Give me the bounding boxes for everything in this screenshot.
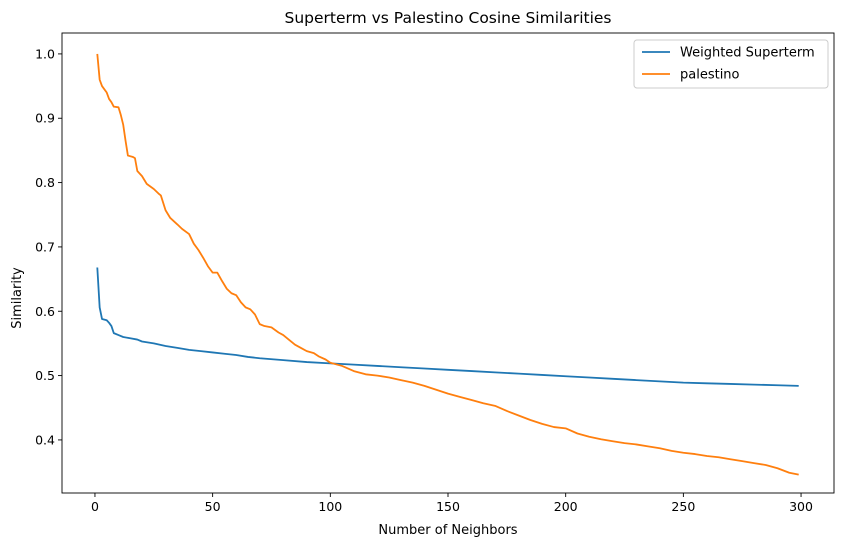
y-tick-label: 1.0 [35, 46, 55, 61]
legend-box [633, 39, 829, 89]
x-tick-label: 50 [205, 499, 221, 514]
plot-frame [61, 32, 835, 494]
y-tick-label: 0.5 [35, 368, 55, 383]
y-tick-label: 0.6 [35, 304, 55, 319]
y-tick-label: 0.9 [35, 111, 55, 126]
x-tick-label: 100 [318, 499, 342, 514]
x-axis-label: Number of Neighbors [378, 523, 517, 538]
legend-label-palestino: palestino [680, 68, 740, 83]
y-axis-label: Similarity [10, 267, 25, 329]
series-line-palestino [96, 53, 799, 476]
x-tick-label: 200 [554, 499, 578, 514]
plot-area: 0 50 100 150 200 250 300 0.4 0.5 0.6 0.7 0.8 0.9 1.0 [35, 32, 835, 514]
legend: Weighted Superterm palestino [633, 39, 829, 89]
y-tick-label: 0.7 [35, 239, 55, 254]
y-tick-label: 0.4 [35, 432, 55, 447]
chart-title: Superterm vs Palestino Cosine Similariti… [284, 9, 611, 27]
y-tick-label: 0.8 [35, 175, 55, 190]
x-tick-label: 300 [789, 499, 813, 514]
x-tick-label: 0 [91, 499, 99, 514]
x-tick-label: 250 [671, 499, 695, 514]
series-line-weighted-superterm [96, 267, 799, 387]
legend-label-weighted-superterm: Weighted Superterm [680, 46, 815, 61]
x-tick-label: 150 [436, 499, 460, 514]
